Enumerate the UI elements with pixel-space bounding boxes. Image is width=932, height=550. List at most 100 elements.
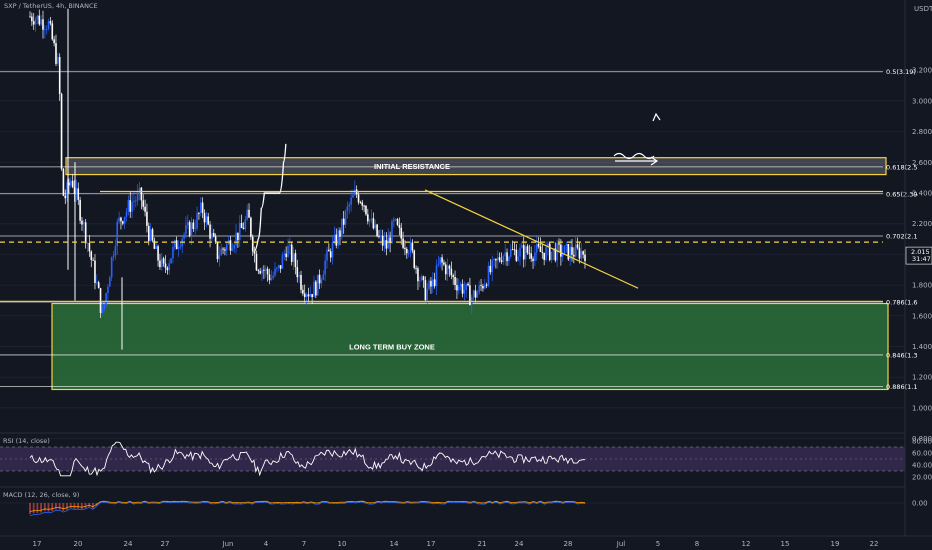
candle-body [276, 267, 278, 269]
macd-hist-bar [32, 503, 35, 514]
candle-body [424, 280, 427, 301]
candle-body [383, 240, 386, 246]
candle-body [264, 268, 267, 271]
candle-body [387, 237, 390, 249]
candle-body [571, 247, 573, 255]
macd-hist-bar [306, 503, 309, 504]
candle-body [218, 255, 221, 260]
candle-body [420, 276, 423, 281]
time-tick: 17 [33, 540, 42, 548]
candle-body [563, 245, 566, 254]
candle-body [457, 286, 460, 291]
time-tick: Jul [616, 540, 626, 548]
candle-body [467, 283, 469, 286]
candle-body [107, 286, 109, 294]
macd-hist-bar [265, 502, 268, 503]
candle-body [298, 275, 300, 278]
macd-hist-bar [29, 503, 31, 515]
candle-body [94, 260, 96, 283]
candle-body [422, 276, 425, 281]
time-tick: 8 [695, 540, 699, 548]
candle-body [32, 21, 35, 25]
candle-body [125, 211, 128, 217]
candle-body [242, 227, 245, 229]
candle-body [528, 252, 531, 254]
macd-hist-bar [351, 502, 353, 503]
candle-body [428, 280, 430, 289]
rsi-tick: 60.00 [912, 450, 932, 458]
candle-body [29, 16, 31, 18]
price-tick: 3.000 [912, 97, 932, 105]
candle-body [71, 180, 74, 188]
macd-hist-bar [221, 502, 224, 503]
price-tick: 1.200 [912, 374, 932, 382]
candle-body [431, 279, 434, 287]
candle-body [274, 268, 276, 276]
candle-body [199, 202, 202, 214]
candle-body [146, 211, 148, 226]
candle-body [263, 269, 265, 271]
candle-body [303, 293, 306, 297]
time-tick: 21 [478, 540, 487, 548]
candle-body [198, 213, 200, 214]
candle-body [480, 285, 482, 287]
candle-body [331, 242, 334, 258]
time-tick: 15 [781, 540, 790, 548]
candle-body [394, 219, 397, 220]
candle-body [561, 253, 564, 257]
time-axis[interactable]: 17 20 24 27 Jun 4 7 10 14 17 21 24 28 Jul 5 8 12 15 19 22 [0, 535, 932, 548]
macd-line [29, 501, 586, 516]
price-tick: 2.600 [912, 159, 932, 167]
candle-body [370, 218, 373, 220]
candle-body [320, 279, 323, 284]
time-tick: 10 [338, 540, 347, 548]
candle-body [216, 241, 219, 260]
candle-body [441, 257, 443, 263]
candle-body [207, 216, 209, 225]
candle-body [413, 250, 416, 268]
candle-body [361, 202, 364, 206]
macd-hist-bar [232, 503, 235, 504]
candle-body [277, 265, 280, 268]
price-tick: 2.800 [912, 128, 932, 136]
candle-body [483, 284, 486, 289]
price-tick: 1.800 [912, 282, 932, 290]
candle-body [506, 252, 508, 262]
buy-zone-label: LONG TERM BUY ZONE [349, 343, 435, 352]
candle-body [465, 283, 468, 291]
candle-body [255, 253, 258, 271]
price-tag [905, 246, 932, 265]
macd-label: MACD (12, 26, close, 9) [3, 491, 79, 499]
candle-body [77, 188, 80, 200]
candle-body [231, 248, 234, 251]
candle-body [485, 284, 488, 286]
candle-body [495, 258, 497, 261]
macd-hist-bar [495, 502, 498, 503]
time-tick: 28 [564, 540, 573, 548]
macd-hist-bar [262, 502, 264, 503]
candle-body [311, 294, 313, 298]
candle-body [461, 283, 464, 294]
candle-body [186, 222, 189, 226]
candle-body [279, 265, 282, 269]
candle-body [246, 209, 248, 220]
candle-body [123, 216, 126, 224]
candle-body [84, 222, 87, 244]
candle-body [318, 274, 321, 284]
candle-body [535, 244, 538, 253]
candle-body [417, 268, 419, 282]
candle-body [509, 249, 512, 257]
candle-body [55, 43, 57, 64]
candle-body [31, 16, 33, 22]
price-axis[interactable]: 3.2003.0002.8002.6002.4002.2002.0001.800… [904, 0, 932, 536]
macd-hist-bar [291, 503, 294, 504]
macd-hist-bar [62, 503, 65, 511]
macd-hist-bar [166, 502, 168, 503]
candle-body [212, 233, 215, 237]
candle-body [335, 234, 338, 246]
candle-body [166, 267, 169, 271]
rsi-label: RSI (14, close) [3, 437, 50, 445]
candle-body [348, 204, 351, 207]
